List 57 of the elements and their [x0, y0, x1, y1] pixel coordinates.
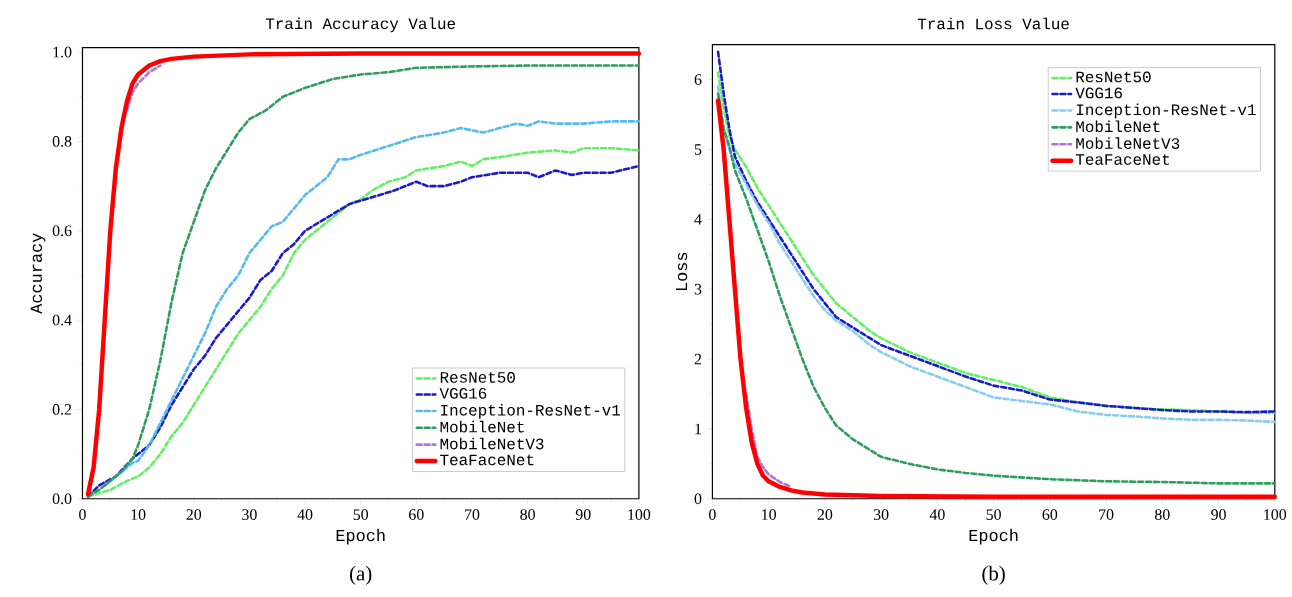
x-tick-label: 0: [709, 509, 716, 520]
y-tick-label: 1.0: [53, 46, 72, 58]
x-tick-label: 80: [520, 509, 535, 520]
x-tick-label: 60: [1042, 509, 1058, 520]
y-tick-label: 0.4: [52, 314, 72, 326]
text: (a): [350, 565, 372, 585]
legend-label: MobileNetV3: [440, 437, 544, 450]
legend-label: TeaFaceNet: [1075, 154, 1170, 165]
legend-label: Inception-ResNet-v1: [441, 403, 621, 419]
y-tick-label: 0.8: [52, 136, 72, 147]
x-tick-label: 20: [817, 509, 833, 520]
y-tick-label: 0.0: [52, 493, 72, 505]
x-axis-title: Epoch: [969, 528, 1018, 545]
legend-label: VGG16: [1075, 87, 1122, 99]
chart-title: Train Accuracy Value: [265, 17, 455, 33]
legend-label: ResNet50: [440, 371, 515, 383]
y-tick-label: 0: [694, 493, 702, 505]
x-tick-label: 100: [628, 509, 651, 520]
x-tick-label: 10: [131, 509, 146, 520]
y-axis-title: Loss: [675, 252, 688, 290]
legend-label: TeaFaceNet: [440, 454, 534, 466]
y-axis-title: Accuracy: [30, 233, 46, 314]
y-tick-label: 4: [694, 214, 702, 225]
x-tick-label: 60: [409, 509, 424, 520]
y-tick-label: 0.6: [52, 225, 72, 237]
x-tick-label: 90: [575, 509, 591, 520]
x-tick-label: 0: [79, 509, 86, 520]
legend-label: ResNet50: [1076, 71, 1151, 83]
x-tick-label: 20: [186, 509, 202, 520]
x-tick-label: 40: [297, 509, 313, 520]
x-tick-label: 50: [353, 509, 369, 520]
x-tick-label: 70: [465, 509, 480, 520]
legend-label: MobileNet: [1076, 120, 1160, 133]
y-tick-label: 5: [694, 144, 702, 155]
y-tick-label: 6: [694, 74, 702, 85]
y-tick-label: 0.2: [52, 403, 72, 415]
chart-title: Train Loss Value: [917, 17, 1069, 30]
y-tick-label: 1: [695, 423, 701, 435]
line-series: [125, 64, 162, 112]
y-tick-label: 2: [694, 353, 702, 365]
x-tick-label: 40: [929, 509, 945, 520]
x-tick-label: 80: [1154, 509, 1170, 520]
legend-label: VGG16: [439, 387, 487, 399]
legend-label: MobileNet: [440, 420, 524, 433]
legend-label: MobileNetV3: [1076, 137, 1180, 149]
x-tick-label: 30: [242, 509, 257, 520]
x-axis-title: Epoch: [336, 528, 385, 545]
x-tick-label: 100: [1264, 509, 1287, 520]
x-tick-label: 30: [873, 509, 889, 520]
x-tick-label: 10: [762, 509, 776, 520]
line-series: [744, 392, 793, 489]
x-tick-label: 90: [1211, 509, 1226, 520]
x-tick-label: 70: [1099, 509, 1114, 520]
y-tick-label: 3: [694, 283, 702, 295]
x-tick-label: 50: [986, 509, 1001, 520]
text: (b): [982, 565, 1005, 585]
legend-label: Inception-ResNet-v1: [1076, 103, 1256, 119]
